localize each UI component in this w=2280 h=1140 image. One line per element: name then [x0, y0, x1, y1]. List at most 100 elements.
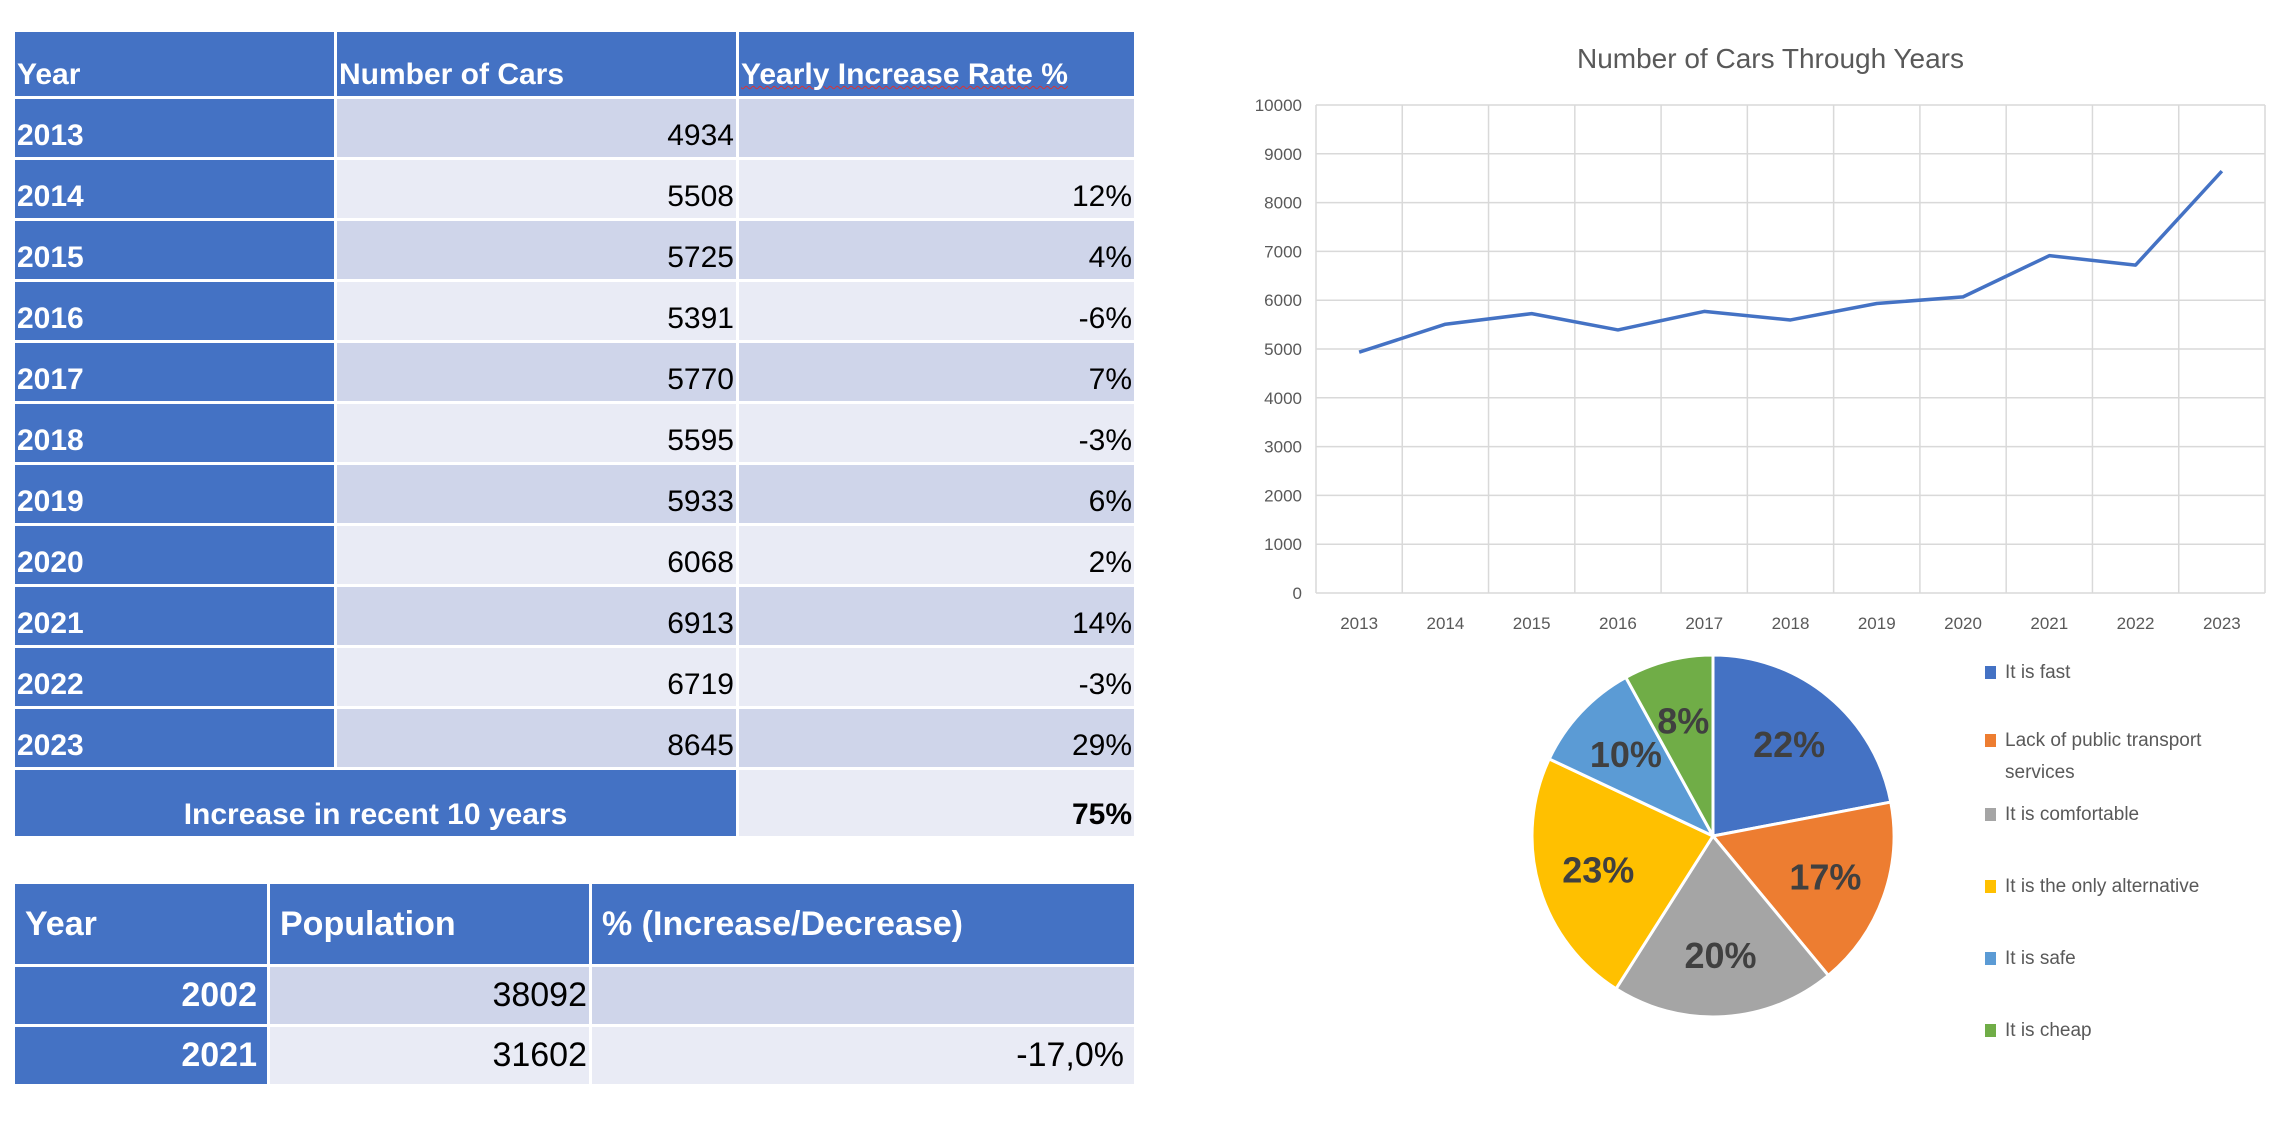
- change-cell: -17,0%: [592, 1027, 1134, 1084]
- rate-cell: 14%: [739, 587, 1134, 645]
- rate-cell: 2%: [739, 526, 1134, 584]
- y-tick-label: 10000: [1255, 96, 1302, 115]
- year-cell: 2019: [15, 465, 334, 523]
- year-cell: 2013: [15, 99, 334, 157]
- legend-swatch: [1985, 808, 1996, 821]
- table-row: 2016 5391 -6%: [15, 282, 1134, 340]
- y-tick-label: 3000: [1264, 438, 1302, 457]
- year-cell: 2002: [15, 967, 267, 1024]
- cars-cell: 5595: [337, 404, 736, 462]
- population-cell: 38092: [270, 967, 589, 1024]
- population-table: Year Population % (Increase/Decrease) 20…: [12, 881, 1137, 1087]
- header-year: Year: [15, 884, 267, 964]
- legend-swatch: [1985, 880, 1996, 893]
- rate-cell: 4%: [739, 221, 1134, 279]
- table-row: 2021 31602 -17,0%: [15, 1027, 1134, 1084]
- cars-cell: 5508: [337, 160, 736, 218]
- pie-slice: [1530, 756, 1716, 991]
- y-tick-label: 1000: [1264, 535, 1302, 554]
- header-population: Population: [270, 884, 589, 964]
- cars-cell: 4934: [337, 99, 736, 157]
- cars-cell: 6068: [337, 526, 736, 584]
- header-year: Year: [15, 32, 334, 96]
- table-row: 2015 5725 4%: [15, 221, 1134, 279]
- y-tick-label: 5000: [1264, 340, 1302, 359]
- x-tick-label: 2015: [1513, 614, 1551, 633]
- pie-slice: [1710, 800, 1896, 978]
- x-tick-label: 2018: [1772, 614, 1810, 633]
- year-cell: 2015: [15, 221, 334, 279]
- legend-label: Lack of public transport services: [2005, 730, 2202, 783]
- table-row: 2018 5595 -3%: [15, 404, 1134, 462]
- y-tick-label: 2000: [1264, 486, 1302, 505]
- legend-label: It is safe: [2005, 948, 2076, 969]
- table-row: 2023 8645 29%: [15, 709, 1134, 767]
- pie-data-label: 10%: [1590, 734, 1662, 775]
- x-tick-label: 2021: [2030, 614, 2068, 633]
- table-row: 2002 38092: [15, 967, 1134, 1024]
- y-tick-label: 7000: [1264, 242, 1302, 261]
- rate-cell: 12%: [739, 160, 1134, 218]
- pie-slice: [1711, 653, 1893, 838]
- year-cell: 2021: [15, 1027, 267, 1084]
- rate-cell: 6%: [739, 465, 1134, 523]
- pie-data-label: 23%: [1562, 849, 1634, 890]
- table-header-row: Year Number of Cars Yearly Increase Rate…: [15, 32, 1134, 96]
- rate-cell: 7%: [739, 343, 1134, 401]
- table-row: 2021 6913 14%: [15, 587, 1134, 645]
- total-label: Increase in recent 10 years: [15, 770, 736, 836]
- cars-cell: 5725: [337, 221, 736, 279]
- year-cell: 2014: [15, 160, 334, 218]
- pie-slice: [1613, 833, 1831, 1019]
- pie-slice: [1547, 675, 1717, 840]
- pie-data-label: 17%: [1789, 856, 1861, 897]
- table-row: 2020 6068 2%: [15, 526, 1134, 584]
- rate-cell: -3%: [739, 648, 1134, 706]
- table-row: 2013 4934: [15, 99, 1134, 157]
- header-yearly-rate: Yearly Increase Rate %: [739, 32, 1134, 96]
- x-tick-label: 2017: [1685, 614, 1723, 633]
- legend-swatch: [1985, 952, 1996, 965]
- legend-label: It is fast: [2005, 662, 2071, 683]
- x-tick-label: 2019: [1858, 614, 1896, 633]
- chart-title: Number of Cars Through Years: [1577, 43, 1964, 74]
- year-cell: 2017: [15, 343, 334, 401]
- rate-cell: -3%: [739, 404, 1134, 462]
- cars-table: Year Number of Cars Yearly Increase Rate…: [12, 29, 1137, 839]
- cars-cell: 5770: [337, 343, 736, 401]
- legend-label: It is comfortable: [2005, 804, 2139, 825]
- year-cell: 2020: [15, 526, 334, 584]
- table-row: 2019 5933 6%: [15, 465, 1134, 523]
- pie-data-label: 8%: [1657, 700, 1709, 741]
- legend-swatch: [1985, 734, 1996, 747]
- legend-label: It is the only alternative: [2005, 876, 2199, 897]
- cars-cell: 6719: [337, 648, 736, 706]
- header-change: % (Increase/Decrease): [592, 884, 1134, 964]
- pie-data-label: 20%: [1684, 935, 1756, 976]
- table-header-row: Year Population % (Increase/Decrease): [15, 884, 1134, 964]
- total-value: 75%: [739, 770, 1134, 836]
- year-cell: 2016: [15, 282, 334, 340]
- x-tick-label: 2014: [1426, 614, 1464, 633]
- x-tick-label: 2016: [1599, 614, 1637, 633]
- year-cell: 2022: [15, 648, 334, 706]
- header-yearly-rate-text: Yearly Increase Rate %: [741, 58, 1068, 91]
- y-tick-label: 9000: [1264, 145, 1302, 164]
- pie-data-label: 22%: [1753, 724, 1825, 765]
- x-tick-label: 2023: [2203, 614, 2241, 633]
- header-number-of-cars: Number of Cars: [337, 32, 736, 96]
- year-cell: 2021: [15, 587, 334, 645]
- legend-swatch: [1985, 666, 1996, 679]
- cars-cell: 6913: [337, 587, 736, 645]
- total-row: Increase in recent 10 years 75%: [15, 770, 1134, 836]
- legend-swatch: [1985, 1024, 1996, 1037]
- y-tick-label: 8000: [1264, 194, 1302, 213]
- population-cell: 31602: [270, 1027, 589, 1084]
- pie-slice: [1623, 653, 1715, 837]
- x-tick-label: 2020: [1944, 614, 1982, 633]
- table-row: 2014 5508 12%: [15, 160, 1134, 218]
- cars-cell: 5391: [337, 282, 736, 340]
- x-tick-label: 2013: [1340, 614, 1378, 633]
- change-cell: [592, 967, 1134, 1024]
